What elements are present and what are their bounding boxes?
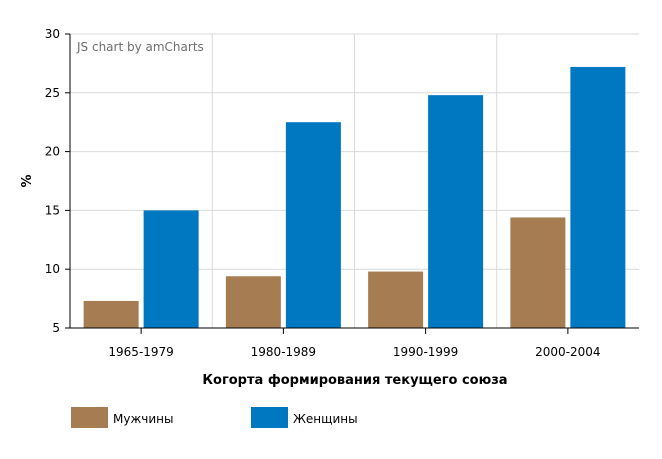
y-tick-label: 15 [45, 203, 60, 217]
y-tick-labels: 5 10 15 20 25 30 [45, 27, 60, 335]
x-tick-label: 2000-2004 [535, 345, 600, 359]
bar-men[interactable] [368, 271, 424, 328]
axes [69, 34, 639, 329]
legend-label: Женщины [293, 412, 358, 426]
bar-men[interactable] [225, 276, 281, 328]
y-tick-label: 20 [45, 145, 60, 159]
legend-swatch [251, 407, 288, 428]
y-axis-title: % [20, 174, 35, 187]
x-axis-title: Когорта формирования текущего союза [202, 373, 507, 388]
bars [83, 66, 626, 328]
bar-men[interactable] [510, 217, 566, 328]
bar-men[interactable] [83, 300, 139, 328]
bar-women[interactable] [285, 122, 341, 328]
x-tick-label: 1965-1979 [108, 345, 173, 359]
bar-women[interactable] [143, 210, 199, 328]
bar-women[interactable] [428, 95, 484, 328]
legend-swatch [71, 407, 108, 428]
chart-credit[interactable]: JS chart by amCharts [76, 40, 204, 54]
bar-women[interactable] [570, 66, 626, 328]
legend-item-women[interactable]: Женщины [251, 407, 358, 428]
y-tick-label: 5 [52, 321, 60, 335]
y-tick-label: 25 [45, 86, 60, 100]
x-tick-labels: 1965-1979 1980-1989 1990-1999 2000-2004 [108, 345, 600, 359]
x-tick-label: 1980-1989 [251, 345, 316, 359]
y-tick-label: 10 [45, 262, 60, 276]
legend[interactable]: Мужчины Женщины [71, 407, 358, 428]
x-tick-label: 1990-1999 [393, 345, 458, 359]
legend-item-men[interactable]: Мужчины [71, 407, 173, 428]
y-tick-label: 30 [45, 27, 60, 41]
legend-label: Мужчины [113, 412, 173, 426]
